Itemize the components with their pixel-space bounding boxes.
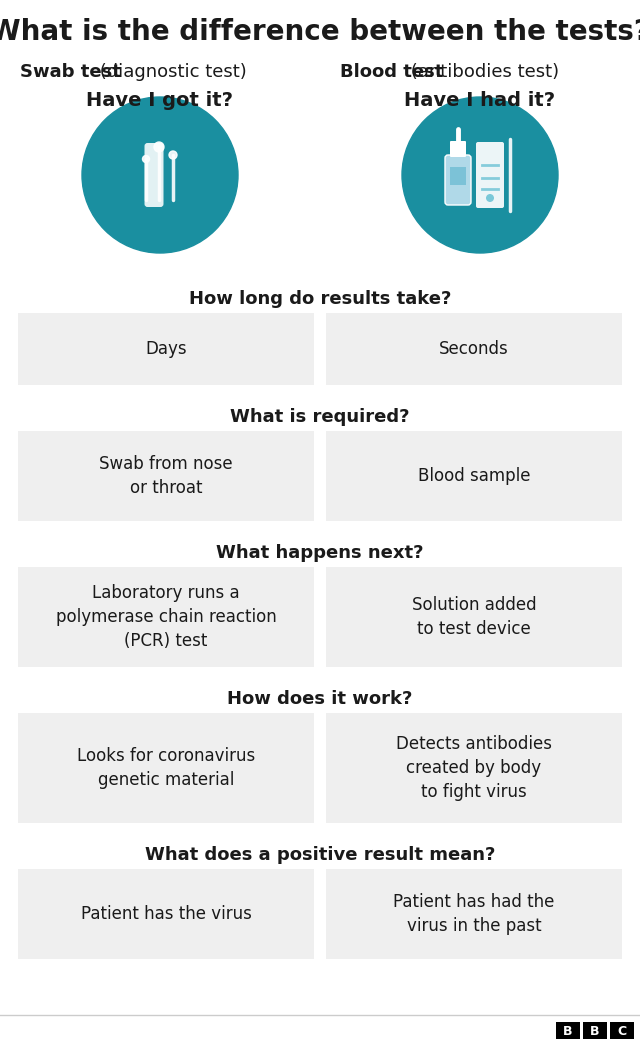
FancyBboxPatch shape xyxy=(583,1022,607,1039)
Text: What is required?: What is required? xyxy=(230,408,410,426)
Circle shape xyxy=(82,97,238,253)
Text: Seconds: Seconds xyxy=(439,341,509,358)
Text: Laboratory runs a
polymerase chain reaction
(PCR) test: Laboratory runs a polymerase chain react… xyxy=(56,584,276,650)
FancyBboxPatch shape xyxy=(610,1022,634,1039)
FancyBboxPatch shape xyxy=(476,142,504,208)
Text: Days: Days xyxy=(145,341,187,358)
FancyBboxPatch shape xyxy=(18,431,314,521)
FancyBboxPatch shape xyxy=(556,1022,580,1039)
Circle shape xyxy=(486,194,494,202)
Text: B: B xyxy=(590,1025,600,1038)
Text: Have I had it?: Have I had it? xyxy=(404,90,556,109)
FancyBboxPatch shape xyxy=(326,869,622,959)
Text: Solution added
to test device: Solution added to test device xyxy=(412,596,536,638)
FancyBboxPatch shape xyxy=(145,143,163,207)
Circle shape xyxy=(154,142,164,152)
Text: Blood test: Blood test xyxy=(340,63,444,81)
FancyBboxPatch shape xyxy=(18,566,314,667)
FancyBboxPatch shape xyxy=(326,566,622,667)
Bar xyxy=(450,167,466,185)
Text: What is the difference between the tests?: What is the difference between the tests… xyxy=(0,18,640,46)
Text: Patient has had the
virus in the past: Patient has had the virus in the past xyxy=(394,893,555,934)
FancyBboxPatch shape xyxy=(326,431,622,521)
Text: How does it work?: How does it work? xyxy=(227,691,413,708)
Text: Swab test: Swab test xyxy=(20,63,121,81)
Text: Swab from nose
or throat: Swab from nose or throat xyxy=(99,455,233,497)
Text: Looks for coronavirus
genetic material: Looks for coronavirus genetic material xyxy=(77,747,255,789)
Circle shape xyxy=(402,97,558,253)
Circle shape xyxy=(143,156,150,163)
FancyBboxPatch shape xyxy=(445,154,471,205)
Text: Patient has the virus: Patient has the virus xyxy=(81,905,252,923)
Text: B: B xyxy=(563,1025,573,1038)
FancyBboxPatch shape xyxy=(326,313,622,385)
Text: What does a positive result mean?: What does a positive result mean? xyxy=(145,846,495,864)
FancyBboxPatch shape xyxy=(18,313,314,385)
Text: Have I got it?: Have I got it? xyxy=(86,90,234,109)
Text: C: C xyxy=(618,1025,627,1038)
Text: Blood sample: Blood sample xyxy=(418,467,531,485)
FancyBboxPatch shape xyxy=(326,713,622,823)
Text: Detects antibodies
created by body
to fight virus: Detects antibodies created by body to fi… xyxy=(396,736,552,801)
Text: What happens next?: What happens next? xyxy=(216,544,424,562)
Circle shape xyxy=(169,151,177,159)
Text: How long do results take?: How long do results take? xyxy=(189,290,451,308)
FancyBboxPatch shape xyxy=(18,869,314,959)
Text: (antibodies test): (antibodies test) xyxy=(405,63,559,81)
Text: (diagnostic test): (diagnostic test) xyxy=(94,63,247,81)
FancyBboxPatch shape xyxy=(450,141,466,157)
FancyBboxPatch shape xyxy=(18,713,314,823)
